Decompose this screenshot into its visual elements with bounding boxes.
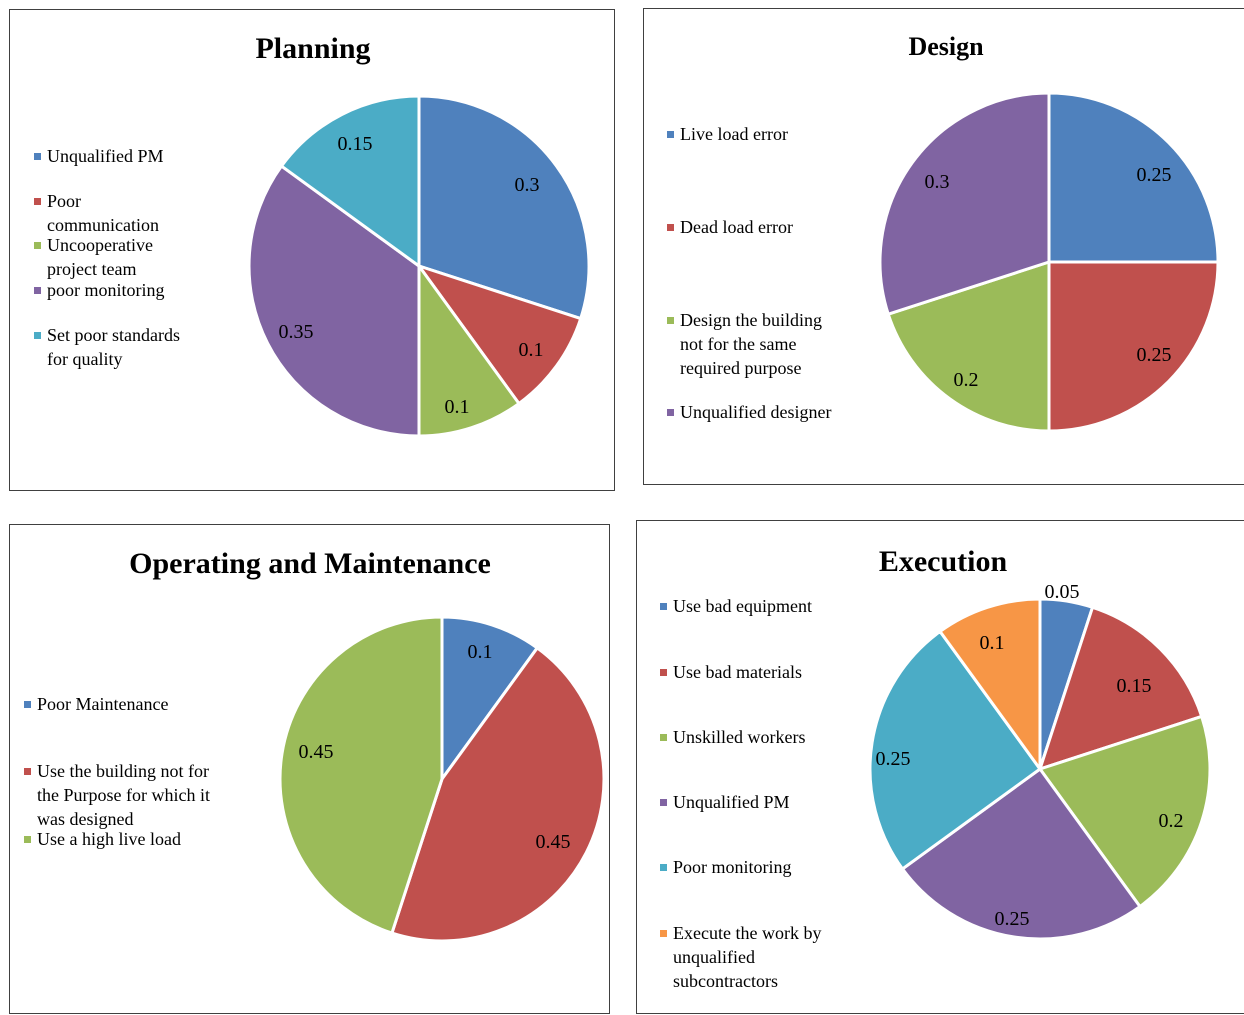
planning-legend-swatch-set-poor-standards-for-quality: [34, 332, 41, 339]
execution-slice-execute-the-work-by-unqualified-subcontractors: [938, 597, 1042, 771]
design-legend-text-design-the-building-not-for-the-same-required-purpose: Design the building: [680, 310, 822, 330]
design-legend-swatch-live-load-error: [667, 131, 674, 138]
planning-data-label-2: 0.1: [519, 339, 544, 361]
planning-slice-poor-monitoring: [247, 164, 421, 438]
planning-legend-text-poor-monitoring: poor monitoring: [47, 280, 165, 300]
planning-legend-text-set-poor-standards-for-quality: Set poor standards: [47, 325, 180, 345]
planning-legend-text-uncooperative-project-team: project team: [47, 259, 136, 279]
execution-legend-swatch-unqualified-pm: [660, 799, 667, 806]
execution-slice-unqualified-pm: [900, 767, 1142, 941]
operating-and-maintenance-data-label-1: 0.1: [468, 641, 493, 663]
chart-panel-execution: Execution 0.05 0.15 0.2 0.25 0.25 0.1 Use bad e…: [636, 520, 1244, 1014]
design-legend-text-dead-load-error: Dead load error: [680, 217, 793, 237]
execution-legend-text-unqualified-pm: Unqualified PM: [673, 792, 790, 812]
planning-legend-swatch-poor-monitoring: [34, 287, 41, 294]
operating-and-maintenance-slice-use-a-high-live-load: [278, 615, 444, 935]
planning-data-label-5: 0.15: [338, 133, 373, 155]
operating-and-maintenance-legend-swatch-poor-maintenance: [24, 701, 31, 708]
operating-and-maintenance-slice-poor-maintenance: [440, 615, 539, 781]
execution-data-label-5: 0.25: [876, 748, 911, 770]
chart-panel-planning: Planning 0.3 0.1 0.1 0.35 0.15 Unqualified PM P…: [9, 9, 615, 491]
planning-legend-text-uncooperative-project-team: Uncooperative: [47, 235, 153, 255]
design-slice-dead-load-error: [1047, 260, 1220, 433]
planning-data-label-4: 0.35: [279, 321, 314, 343]
planning-legend-text-set-poor-standards-for-quality: for quality: [47, 349, 122, 369]
operating-and-maintenance-legend-text-use-the-building-not-for-the-purpose-for-which-it-was-designed: was designed: [37, 809, 133, 829]
planning-legend-text-unqualified-pm: Unqualified PM: [47, 146, 164, 166]
design-chart-svg: Design 0.25 0.25 0.2 0.3 Live load error Dead …: [667, 32, 1220, 433]
execution-legend-text-execute-the-work-by-unqualified-subcontractors: Execute the work by: [673, 923, 821, 943]
operating-maintenance-chart-svg: Operating and Maintenance 0.1 0.45 0.45 Poor…: [24, 547, 606, 943]
operating-and-maintenance-legend-swatch-use-the-building-not-for-the-purpose-for-which-it-was-designed: [24, 768, 31, 775]
design-data-label-3: 0.2: [954, 369, 979, 391]
execution-data-label-2: 0.15: [1117, 675, 1152, 697]
execution-data-label-1: 0.05: [1045, 581, 1080, 603]
operating-and-maintenance-slice-use-the-building-not-for-the-purpose-for-which-it-was-designed: [390, 646, 606, 943]
execution-slice-unskilled-workers: [1038, 714, 1212, 909]
planning-chart-title: Planning: [255, 32, 370, 65]
execution-legend-text-unskilled-workers: Unskilled workers: [673, 727, 805, 747]
execution-legend-text-execute-the-work-by-unqualified-subcontractors: subcontractors: [673, 971, 778, 991]
planning-legend-swatch-uncooperative-project-team: [34, 242, 41, 249]
design-legend-text-design-the-building-not-for-the-same-required-purpose: not for the same: [680, 334, 796, 354]
planning-legend-swatch-poor-communication: [34, 198, 41, 205]
operating-and-maintenance-legend-text-use-the-building-not-for-the-purpose-for-which-it-was-designed: Use the building not for: [37, 761, 209, 781]
execution-legend-text-execute-the-work-by-unqualified-subcontractors: unqualified: [673, 947, 755, 967]
execution-legend-swatch-execute-the-work-by-unqualified-subcontractors: [660, 930, 667, 937]
planning-slice-unqualified-pm: [417, 94, 591, 321]
operating-and-maintenance-legend-text-poor-maintenance: Poor Maintenance: [37, 694, 168, 714]
execution-legend-text-use-bad-equipment: Use bad equipment: [673, 596, 812, 616]
design-legend-swatch-unqualified-designer: [667, 409, 674, 416]
planning-slice-uncooperative-project-team: [417, 264, 521, 438]
execution-chart-svg: Execution 0.05 0.15 0.2 0.25 0.25 0.1 Use bad e…: [660, 545, 1212, 991]
operating-and-maintenance-legend-swatch-use-a-high-live-load: [24, 836, 31, 843]
design-slice-design-the-building-not-for-the-same-required-purpose: [886, 260, 1051, 433]
execution-legend-swatch-use-bad-materials: [660, 669, 667, 676]
design-legend-text-design-the-building-not-for-the-same-required-purpose: required purpose: [680, 358, 801, 378]
planning-legend-text-poor-communication: Poor: [47, 191, 81, 211]
planning-slice-set-poor-standards-for-quality: [279, 94, 421, 268]
operating-and-maintenance-data-label-2: 0.45: [536, 831, 571, 853]
execution-legend-text-use-bad-materials: Use bad materials: [673, 662, 802, 682]
design-legend-text-live-load-error: Live load error: [680, 124, 788, 144]
design-data-label-1: 0.25: [1137, 164, 1172, 186]
planning-slice-poor-communication: [417, 264, 583, 406]
execution-data-label-4: 0.25: [995, 908, 1030, 930]
design-legend-text-unqualified-designer: Unqualified designer: [680, 402, 831, 422]
planning-chart-svg: Planning 0.3 0.1 0.1 0.35 0.15 Unqualified PM P…: [34, 32, 591, 438]
planning-data-label-1: 0.3: [515, 174, 540, 196]
execution-legend-text-poor-monitoring: Poor monitoring: [673, 857, 792, 877]
chart-panel-operating-maintenance: Operating and Maintenance 0.1 0.45 0.45 Poor…: [9, 524, 610, 1014]
design-data-label-2: 0.25: [1137, 344, 1172, 366]
planning-legend-text-poor-communication: communication: [47, 215, 159, 235]
execution-legend-swatch-poor-monitoring: [660, 864, 667, 871]
design-legend-swatch-design-the-building-not-for-the-same-required-purpose: [667, 317, 674, 324]
design-data-label-4: 0.3: [925, 171, 950, 193]
design-legend-swatch-dead-load-error: [667, 224, 674, 231]
design-chart-title: Design: [908, 32, 984, 61]
execution-slice-poor-monitoring: [868, 629, 1042, 871]
planning-legend-swatch-unqualified-pm: [34, 153, 41, 160]
execution-chart-title: Execution: [879, 545, 1008, 578]
planning-data-label-3: 0.1: [445, 396, 470, 418]
execution-legend-swatch-unskilled-workers: [660, 734, 667, 741]
operating-and-maintenance-chart-title: Operating and Maintenance: [129, 547, 491, 580]
operating-and-maintenance-legend-text-use-a-high-live-load: Use a high live load: [37, 829, 181, 849]
design-slice-unqualified-designer: [878, 91, 1051, 316]
execution-data-label-6: 0.1: [980, 632, 1005, 654]
execution-legend-swatch-use-bad-equipment: [660, 603, 667, 610]
operating-and-maintenance-legend-text-use-the-building-not-for-the-purpose-for-which-it-was-designed: the Purpose for which it: [37, 785, 210, 805]
operating-and-maintenance-data-label-3: 0.45: [299, 741, 334, 763]
chart-panel-design: Design 0.25 0.25 0.2 0.3 Live load error Dead …: [643, 8, 1244, 485]
design-slice-live-load-error: [1047, 91, 1220, 264]
execution-data-label-3: 0.2: [1159, 810, 1184, 832]
